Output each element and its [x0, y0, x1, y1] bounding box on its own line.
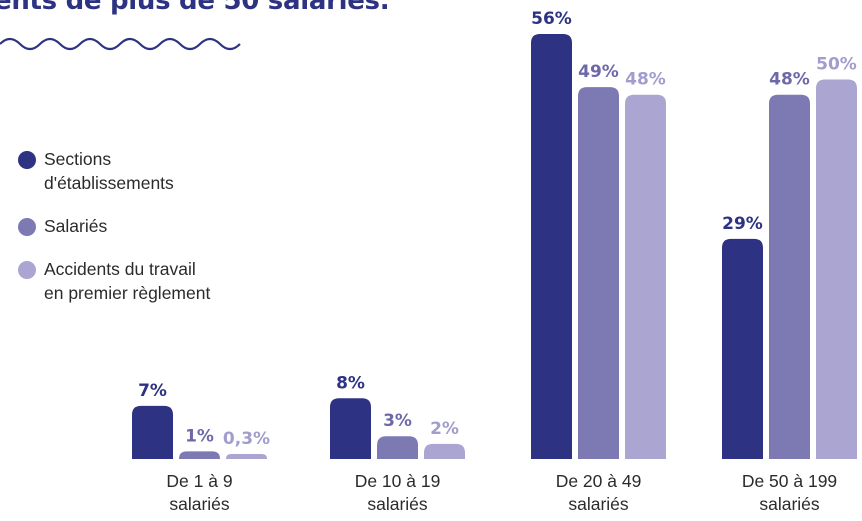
bar-series-1-cat-2	[330, 398, 371, 459]
data-label-series-1-cat-2: 8%	[336, 373, 365, 393]
category-label-4: De 50 à 199 salariés	[742, 471, 837, 514]
data-label-series-1-cat-4: 29%	[722, 214, 763, 234]
data-label-series-2-cat-1: 1%	[185, 426, 214, 446]
bar-series-1-cat-3	[531, 34, 572, 459]
data-label-series-2-cat-4: 48%	[769, 70, 810, 90]
bar-series-2-cat-1	[179, 451, 220, 459]
data-label-series-1-cat-3: 56%	[531, 9, 572, 29]
bar-series-3-cat-2	[424, 443, 465, 459]
legend-label-accidents: Accidents du travail en premier règlemen…	[44, 259, 211, 303]
data-label-series-2-cat-2: 3%	[383, 411, 412, 431]
data-label-series-3-cat-2: 2%	[430, 419, 459, 439]
data-label-series-3-cat-3: 48%	[625, 70, 666, 90]
legend-label-sections: Sections d'établissements	[44, 149, 174, 193]
data-label-series-1-cat-1: 7%	[138, 381, 167, 401]
legend-dot-accidents	[18, 261, 36, 279]
wave-decoration	[0, 37, 241, 51]
chart-title: ents de plus de 50 salariés.	[0, 0, 390, 16]
data-label-series-3-cat-1: 0,3%	[223, 429, 270, 449]
legend-label-salaries: Salariés	[44, 216, 108, 236]
legend-dot-salaries	[18, 218, 36, 236]
bar-series-2-cat-2	[377, 436, 418, 459]
bar-series-2-cat-3	[578, 87, 619, 459]
category-label-3: De 20 à 49 salariés	[556, 471, 642, 514]
data-label-series-3-cat-4: 50%	[816, 55, 857, 75]
bar-series-2-cat-4	[769, 94, 810, 459]
legend-dot-sections	[18, 151, 36, 169]
bar-series-3-cat-1	[226, 454, 267, 459]
bar-series-1-cat-1	[132, 405, 173, 459]
category-label-1: De 1 à 9 salariés	[166, 471, 232, 514]
category-label-2: De 10 à 19 salariés	[355, 471, 441, 514]
bar-series-1-cat-4	[722, 238, 763, 459]
bar-series-3-cat-4	[816, 79, 857, 460]
data-label-series-2-cat-3: 49%	[578, 62, 619, 82]
bar-series-3-cat-3	[625, 94, 666, 459]
